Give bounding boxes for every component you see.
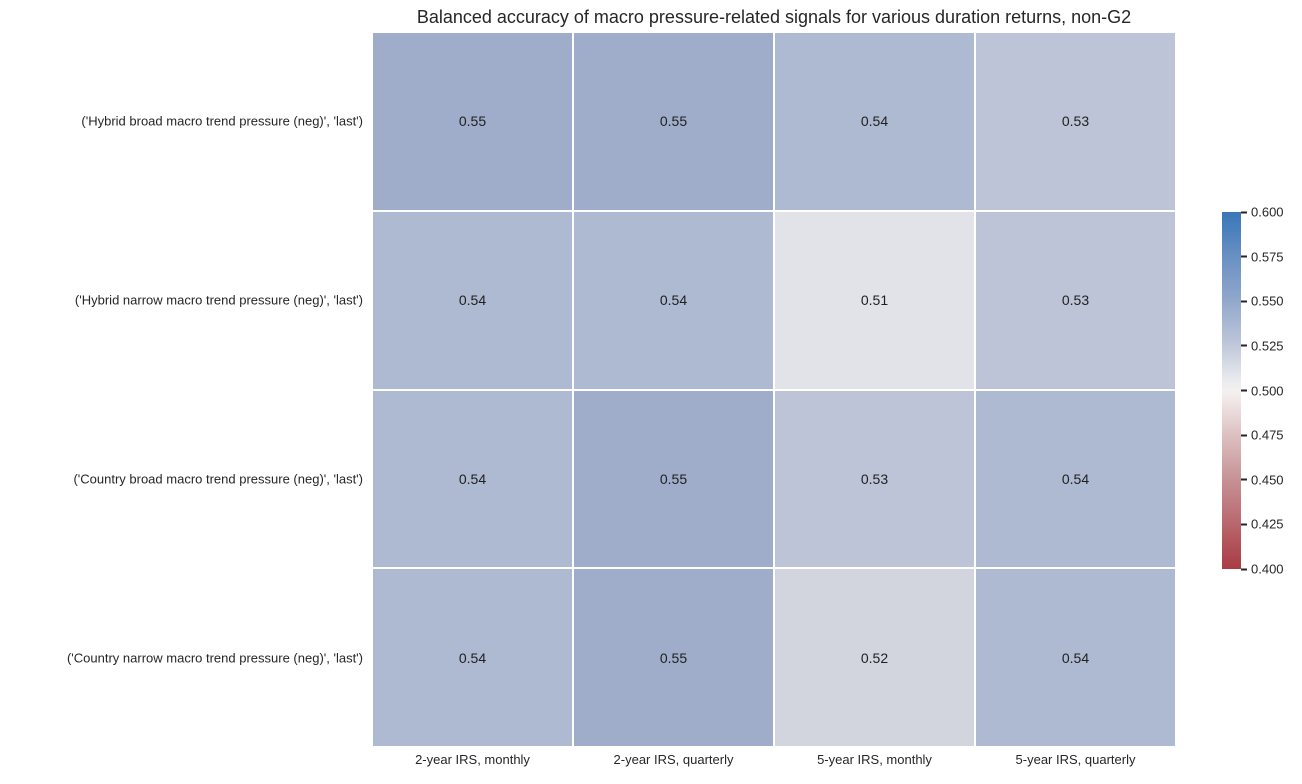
colorbar-tick: 0.525 (1241, 338, 1284, 353)
colorbar-tick-mark (1241, 434, 1247, 437)
colorbar-tick: 0.475 (1241, 428, 1284, 443)
colorbar-tick-mark (1241, 344, 1247, 347)
row-label: ('Hybrid narrow macro trend pressure (ne… (74, 292, 363, 308)
colorbar-tick-label: 0.600 (1251, 204, 1284, 220)
colorbar (1222, 212, 1241, 569)
row-label: ('Country narrow macro trend pressure (n… (66, 650, 363, 666)
colorbar-tick-label: 0.475 (1251, 427, 1284, 443)
colorbar-tick-label: 0.525 (1251, 338, 1284, 354)
heatmap-cell: 0.54 (976, 569, 1175, 746)
column-label: 5-year IRS, monthly (817, 752, 932, 767)
heatmap-cell: 0.55 (574, 390, 773, 568)
row-labels: ('Hybrid broad macro trend pressure (neg… (0, 33, 363, 746)
heatmap-cell: 0.55 (574, 33, 773, 210)
heatmap-cell: 0.53 (976, 33, 1175, 210)
colorbar-tick-label: 0.500 (1251, 383, 1284, 398)
heatmap-cell: 0.54 (373, 211, 572, 389)
colorbar-tick-mark (1241, 300, 1247, 303)
colorbar-tick-label: 0.425 (1251, 516, 1284, 532)
heatmap-cell: 0.54 (976, 390, 1175, 568)
colorbar-tick: 0.600 (1241, 205, 1284, 220)
chart-title: Balanced accuracy of macro pressure-rela… (416, 7, 1132, 27)
heatmap-cell: 0.52 (775, 569, 974, 746)
column-label: 5-year IRS, quarterly (1015, 752, 1136, 767)
heatmap-cell: 0.53 (976, 211, 1175, 389)
colorbar-tick-mark (1241, 255, 1247, 258)
colorbar-tick: 0.450 (1241, 472, 1284, 487)
colorbar-tick: 0.400 (1241, 562, 1284, 577)
heatmap-cell: 0.55 (574, 569, 773, 746)
heatmap-cell: 0.54 (373, 569, 572, 746)
row-label: ('Country broad macro trend pressure (ne… (73, 471, 363, 487)
colorbar-tick-mark (1241, 389, 1247, 392)
colorbar-tick: 0.550 (1241, 294, 1284, 309)
colorbar-tick-label: 0.400 (1251, 561, 1284, 577)
heatmap-cell: 0.55 (373, 33, 572, 210)
colorbar-tick: 0.575 (1241, 249, 1284, 264)
colorbar-tick-mark (1241, 211, 1247, 213)
colorbar-tick: 0.500 (1241, 383, 1284, 398)
heatmap-cell: 0.53 (775, 390, 974, 568)
colorbar-tick-label: 0.550 (1251, 293, 1284, 309)
column-label: 2-year IRS, quarterly (613, 752, 734, 767)
colorbar-tick-mark (1241, 478, 1247, 481)
column-labels: 2-year IRS, monthly 2-year IRS, quarterly… (373, 752, 1175, 772)
colorbar-ticks: 0.600 0.575 0.550 0.525 0.500 0.475 0.450 0.425… (1241, 205, 1302, 577)
colorbar-tick-label: 0.575 (1251, 249, 1284, 265)
colorbar-tick-mark (1241, 523, 1247, 526)
heatmap-grid: 0.55 0.55 0.54 0.53 0.54 0.54 0.51 0.53 0.54 0.55… (373, 33, 1175, 746)
heatmap-cell: 0.51 (775, 211, 974, 389)
heatmap-cell: 0.54 (574, 211, 773, 389)
row-label: ('Hybrid broad macro trend pressure (neg… (81, 113, 363, 129)
colorbar-tick-mark (1241, 568, 1247, 570)
colorbar-tick-label: 0.450 (1251, 472, 1284, 488)
colorbar-tick: 0.425 (1241, 517, 1284, 532)
heatmap-cell: 0.54 (775, 33, 974, 210)
heatmap-cell: 0.54 (373, 390, 572, 568)
column-label: 2-year IRS, monthly (415, 752, 530, 767)
